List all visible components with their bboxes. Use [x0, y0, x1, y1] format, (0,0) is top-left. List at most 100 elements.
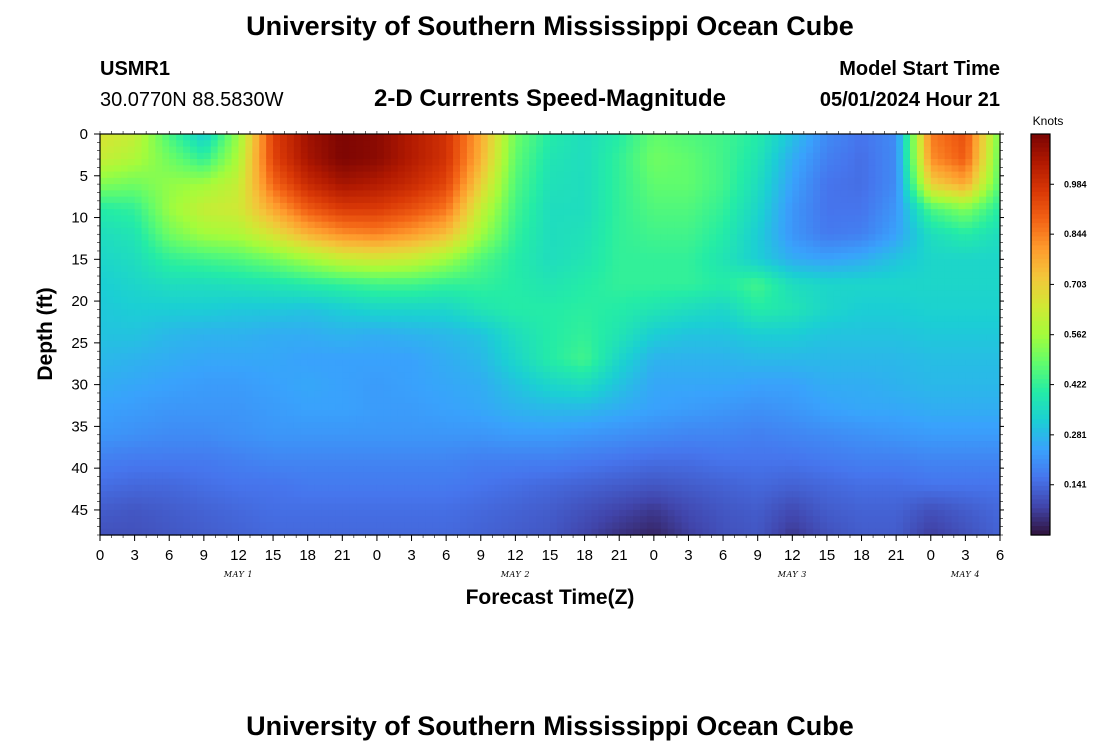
heatmap-cell: [120, 334, 129, 342]
heatmap-cell: [370, 328, 378, 336]
heatmap-cell: [363, 227, 371, 235]
heatmap-cell: [889, 171, 897, 179]
heatmap-cell: [833, 190, 842, 198]
heatmap-cell: [411, 334, 420, 342]
heatmap-cell: [660, 253, 669, 260]
heatmap-cell: [626, 365, 634, 373]
heatmap-cell: [273, 340, 281, 348]
heatmap-cell: [667, 240, 676, 248]
heatmap-cell: [736, 159, 745, 166]
heatmap-cell: [896, 347, 904, 354]
heatmap-cell: [127, 309, 136, 317]
heatmap-cell: [349, 334, 357, 342]
heatmap-cell: [854, 134, 863, 141]
heatmap-cell: [556, 159, 565, 166]
heatmap-cell: [944, 259, 953, 267]
heatmap-cell: [210, 196, 219, 204]
heatmap-cell: [951, 309, 960, 317]
heatmap-cell: [799, 177, 807, 185]
heatmap-cell: [231, 309, 240, 317]
heatmap-cell: [335, 190, 343, 198]
heatmap-cell: [660, 271, 669, 279]
heatmap-cell: [923, 171, 932, 179]
heatmap-cell: [335, 365, 343, 373]
heatmap-cell: [896, 184, 904, 191]
heatmap-cell: [646, 315, 655, 323]
heatmap-cell: [238, 321, 246, 329]
heatmap-cell: [321, 177, 330, 185]
heatmap-cell: [494, 140, 503, 148]
heatmap-cell: [203, 334, 212, 342]
heatmap-cell: [896, 215, 904, 223]
heatmap-cell: [515, 209, 523, 217]
heatmap-cell: [750, 202, 759, 210]
heatmap-cell: [736, 271, 745, 279]
heatmap-cell: [536, 353, 544, 361]
heatmap-cell: [404, 359, 413, 367]
heatmap-cell: [494, 290, 503, 298]
heatmap-cell: [702, 246, 710, 254]
heatmap-cell: [390, 152, 399, 160]
heatmap-cell: [688, 271, 696, 279]
heatmap-cell: [356, 259, 364, 267]
heatmap-cell: [563, 271, 572, 279]
heatmap-cell: [460, 340, 468, 348]
heatmap-cell: [176, 365, 184, 373]
heatmap-cell: [280, 359, 288, 367]
heatmap-cell: [667, 146, 676, 154]
heatmap-cell: [958, 184, 966, 191]
heatmap-cell: [619, 159, 627, 166]
heatmap-cell: [460, 246, 468, 254]
heatmap-cell: [861, 340, 870, 348]
heatmap-cell: [944, 227, 953, 235]
heatmap-cell: [183, 284, 191, 292]
heatmap-cell: [134, 159, 143, 166]
heatmap-cell: [674, 365, 683, 373]
heatmap-cell: [785, 265, 793, 273]
heatmap-cell: [716, 259, 724, 267]
heatmap-cell: [612, 159, 620, 166]
heatmap-cell: [411, 159, 420, 166]
heatmap-cell: [598, 246, 606, 254]
heatmap-cell: [951, 246, 960, 254]
heatmap-cell: [487, 202, 496, 210]
heatmap-cell: [958, 290, 966, 298]
heatmap-cell: [826, 303, 835, 311]
heatmap-cell: [113, 140, 122, 148]
heatmap-cell: [231, 184, 240, 191]
heatmap-cell: [418, 359, 426, 367]
heatmap-cell: [487, 177, 496, 185]
heatmap-cell: [460, 259, 468, 267]
heatmap-cell: [113, 259, 122, 267]
heatmap-cell: [501, 152, 510, 160]
heatmap-cell: [660, 152, 669, 160]
heatmap-cell: [667, 221, 676, 229]
heatmap-cell: [494, 240, 503, 248]
heatmap-cell: [986, 227, 994, 235]
heatmap-cell: [522, 215, 530, 223]
heatmap-cell: [127, 290, 136, 298]
heatmap-cell: [245, 240, 253, 248]
heatmap-cell: [868, 246, 876, 254]
heatmap-cell: [328, 202, 336, 210]
heatmap-cell: [916, 234, 925, 242]
heatmap-cell: [965, 334, 973, 342]
heatmap-cell: [425, 284, 433, 292]
heatmap-cell: [930, 259, 939, 267]
heatmap-cell: [951, 190, 960, 198]
heatmap-cell: [397, 246, 406, 254]
heatmap-cell: [896, 165, 904, 173]
heatmap-cell: [633, 227, 641, 235]
heatmap-cell: [466, 315, 475, 323]
heatmap-cell: [238, 202, 246, 210]
heatmap-cell: [986, 347, 994, 354]
heatmap-cell: [598, 278, 606, 285]
heatmap-cell: [231, 296, 240, 304]
heatmap-cell: [321, 278, 330, 285]
heatmap-cell: [653, 184, 662, 191]
heatmap-cell: [210, 347, 219, 354]
heatmap-cell: [397, 353, 406, 361]
heatmap-cell: [833, 334, 842, 342]
heatmap-cell: [266, 296, 274, 304]
heatmap-cell: [930, 309, 939, 317]
